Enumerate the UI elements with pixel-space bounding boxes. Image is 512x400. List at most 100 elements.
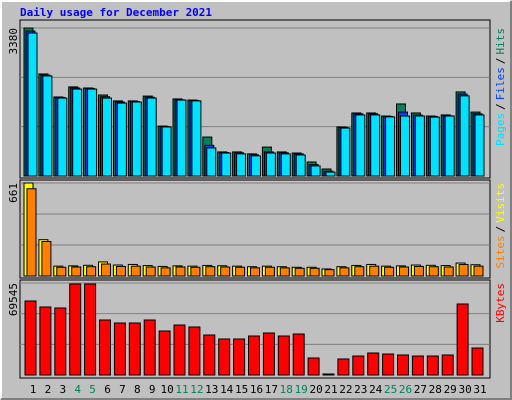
bar [397,354,409,376]
bar [474,114,485,177]
x-tick-label: 5 [89,383,96,396]
bar [24,300,37,376]
x-tick-label: 23 [354,383,367,396]
bar [367,352,380,376]
bar [131,101,142,177]
bar [235,266,246,277]
bar [54,307,67,376]
x-tick-label: 29 [444,383,457,396]
bar [160,267,171,277]
bar [250,267,260,277]
bar [385,116,396,177]
legend: KBytes [494,283,507,323]
bar [143,319,156,376]
bar [175,266,186,277]
bar [384,266,395,277]
y-tick-label: 3380 [7,28,20,55]
x-tick-label: 3 [59,383,66,396]
plot-frame [19,179,491,279]
bar [443,266,454,277]
bar [72,88,83,177]
legend-entry: KBytes [494,283,507,323]
bar [355,114,366,177]
bar [295,154,306,177]
x-tick-label: 28 [429,383,442,396]
x-tick-label: 1 [30,383,37,396]
bar [307,357,320,376]
bar [218,338,231,376]
bar [429,116,440,177]
x-tick-label: 12 [190,383,203,396]
legend-entry: Visits [494,183,507,223]
x-tick-label: 2 [45,383,52,396]
bar [101,263,111,277]
bar [262,332,275,376]
bar [220,266,231,277]
bar [444,115,455,177]
x-tick-label: 13 [205,383,218,396]
bar [292,333,305,376]
bar [116,102,127,177]
bar [309,267,320,277]
bar [113,322,126,376]
x-tick-label: 15 [235,383,248,396]
bar [102,97,112,177]
bar [188,326,201,376]
bar [236,153,247,177]
bar [411,355,424,376]
bar [251,155,261,177]
x-tick-label: 24 [369,383,383,396]
x-tick-label: 14 [220,383,234,396]
bar [459,95,470,177]
legend-separator: / [494,226,507,233]
x-tick-label: 30 [458,383,471,396]
x-tick-label: 31 [473,383,486,396]
bar [354,266,365,277]
x-tick-label: 27 [414,383,427,396]
bar [277,335,290,376]
bar [39,306,52,376]
bar [233,338,246,376]
bar [71,266,82,277]
bar [161,126,172,177]
bar [369,265,380,277]
y-tick-label: 661 [7,183,20,203]
legend-entry: Files [494,67,507,100]
bar [173,324,186,376]
bar [370,114,381,177]
legend: Pages / Files / Hits [494,28,507,146]
x-tick-label: 17 [265,383,278,396]
legend-entry: Pages [494,113,507,146]
bar [310,165,321,177]
bar [87,88,98,177]
x-tick-label: 8 [134,383,141,396]
x-tick-label: 4 [74,383,81,396]
bar [84,283,97,376]
x-tick-label: 18 [280,383,293,396]
bar [400,115,410,177]
chart-title: Daily usage for December 2021 [20,6,212,19]
x-tick-label: 9 [149,383,156,396]
x-tick-label: 6 [104,383,111,396]
bar [265,152,276,177]
bar [145,266,156,277]
bar [441,354,454,376]
legend-entry: Sites [494,235,507,268]
bar [86,266,97,277]
bar [458,263,469,277]
bar [176,99,187,177]
bar [191,100,202,177]
bar [69,283,82,376]
bar [205,266,216,277]
y-tick-label: 69545 [7,283,20,316]
bar [352,355,365,376]
bar [456,303,469,376]
bar [280,153,291,177]
bar [279,267,290,277]
bar [128,322,141,376]
x-tick-label: 7 [119,383,126,396]
bar [413,265,424,277]
